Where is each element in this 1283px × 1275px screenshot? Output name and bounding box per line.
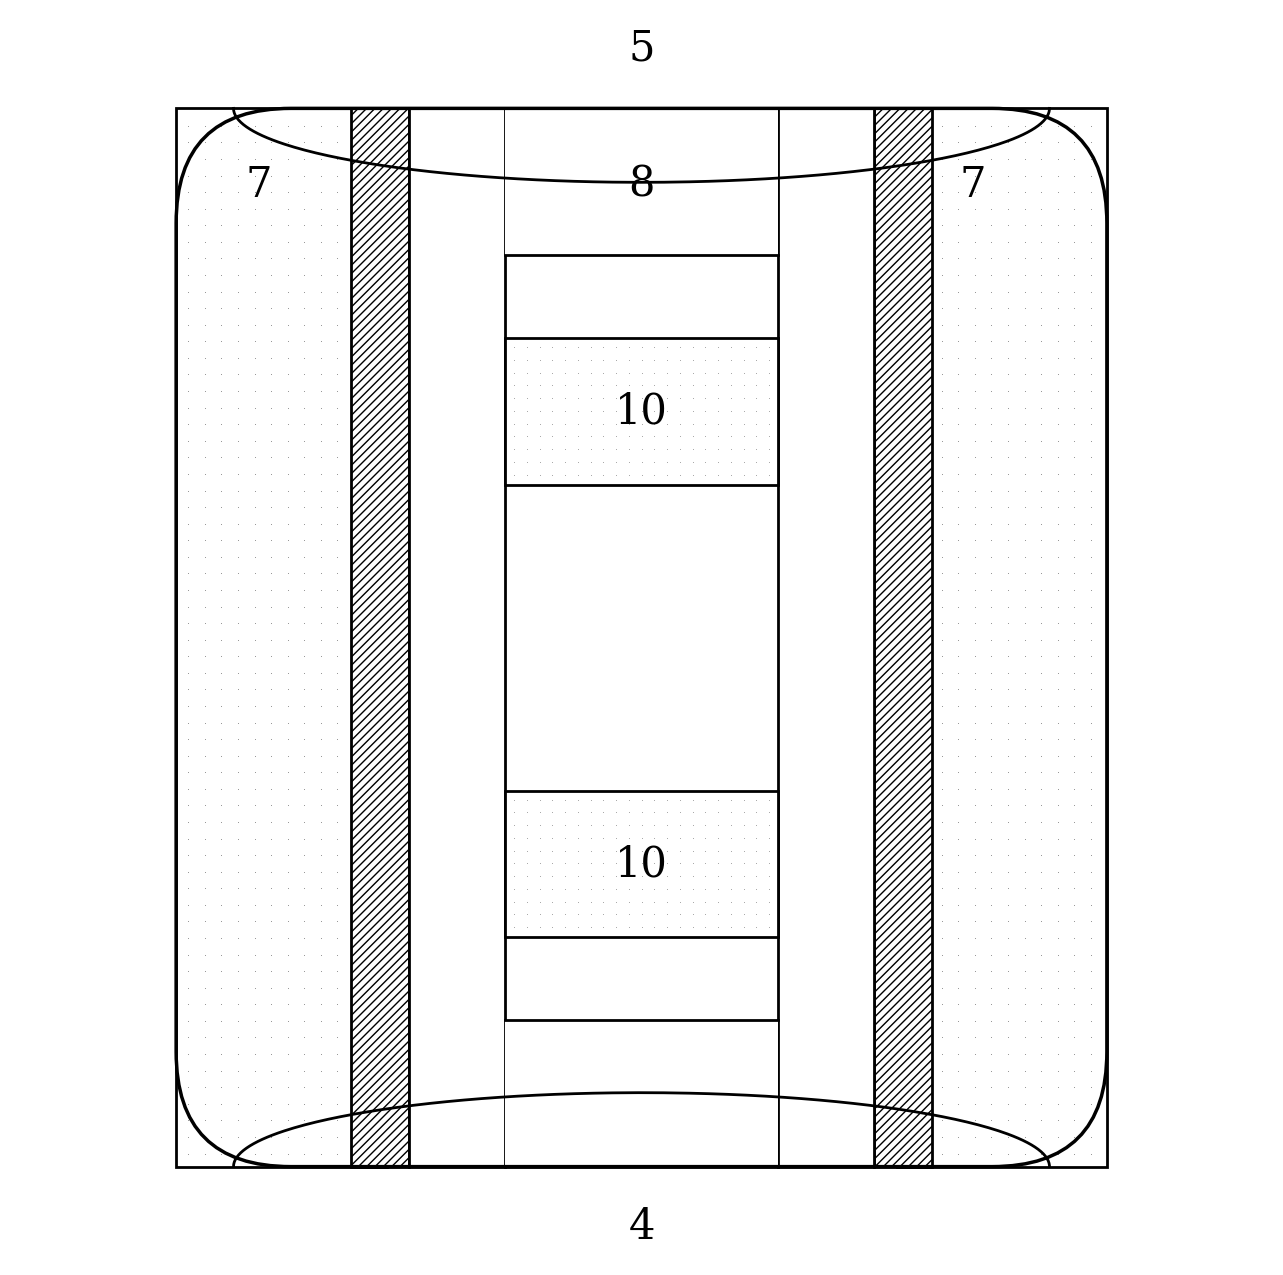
- Text: 7: 7: [960, 164, 987, 205]
- Bar: [506, 790, 777, 937]
- Bar: [506, 1020, 777, 1167]
- Bar: [176, 108, 386, 1167]
- Bar: [506, 338, 777, 484]
- Bar: [350, 108, 409, 1167]
- Text: 10: 10: [615, 844, 668, 885]
- Bar: [874, 108, 933, 1167]
- FancyBboxPatch shape: [176, 108, 1107, 1167]
- Bar: [897, 108, 1107, 1167]
- Bar: [506, 108, 777, 255]
- Text: 4: 4: [629, 1206, 654, 1247]
- Text: 8: 8: [629, 164, 654, 205]
- Text: 10: 10: [615, 391, 668, 432]
- Text: 7: 7: [246, 164, 272, 205]
- Bar: [409, 108, 874, 1167]
- Text: 5: 5: [629, 28, 654, 69]
